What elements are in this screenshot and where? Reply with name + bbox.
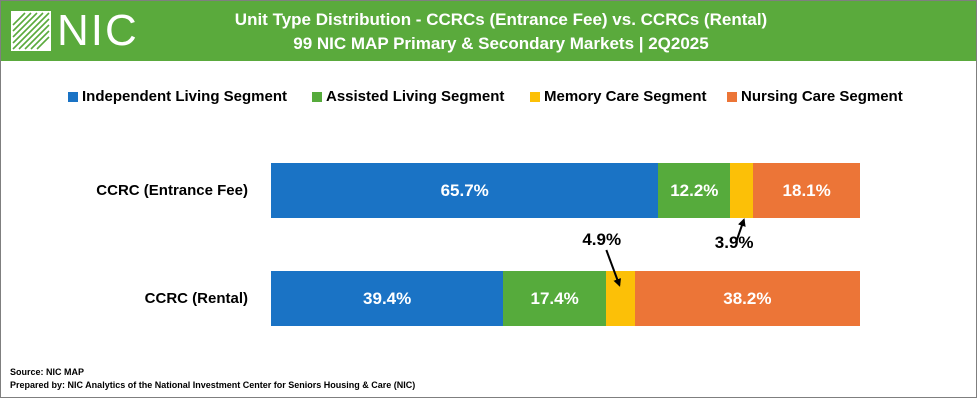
bar-segment [658,163,731,218]
data-label: 12.2% [670,180,719,200]
legend-swatch [68,92,78,102]
annotation-arrow [734,218,746,244]
legend-label: Memory Care Segment [544,88,707,105]
source-note: Source: NIC MAP [10,367,85,377]
nic-logo-icon [11,11,51,51]
bar-segment [503,271,606,326]
legend-swatch [530,92,540,102]
data-label: 38.2% [723,288,772,308]
data-label: 3.9% [714,233,754,252]
bar-segment [271,271,504,326]
legend-label: Nursing Care Segment [741,88,903,105]
legend-swatch [727,92,737,102]
data-label: 17.4% [530,288,579,308]
legend-swatch [312,92,322,102]
category-label: CCRC (Rental) [144,289,248,307]
data-label: 4.9% [582,230,622,249]
bar-segment [753,163,860,218]
category-label: CCRC (Entrance Fee) [96,181,248,199]
bar-segment [634,271,860,326]
bar-segment [730,163,754,218]
bar-segment [271,163,659,218]
brand-name: NIC [57,6,139,55]
chart-title: Unit Type Distribution - CCRCs (Entrance… [234,10,768,29]
legend-label: Independent Living Segment [82,88,288,105]
header-banner: NIC Unit Type Distribution - CCRCs (Entr… [1,1,976,61]
data-label: 65.7% [440,180,489,200]
data-label: 39.4% [363,288,412,308]
legend-label: Assisted Living Segment [326,88,505,105]
prepared-by-note: Prepared by: NIC Analytics of the Nation… [10,380,416,390]
nic-logo: NIC [11,6,151,55]
data-label: 18.1% [782,180,831,200]
chart-subtitle: 99 NIC MAP Primary & Secondary Markets |… [293,34,709,53]
annotation-arrow [605,249,621,287]
